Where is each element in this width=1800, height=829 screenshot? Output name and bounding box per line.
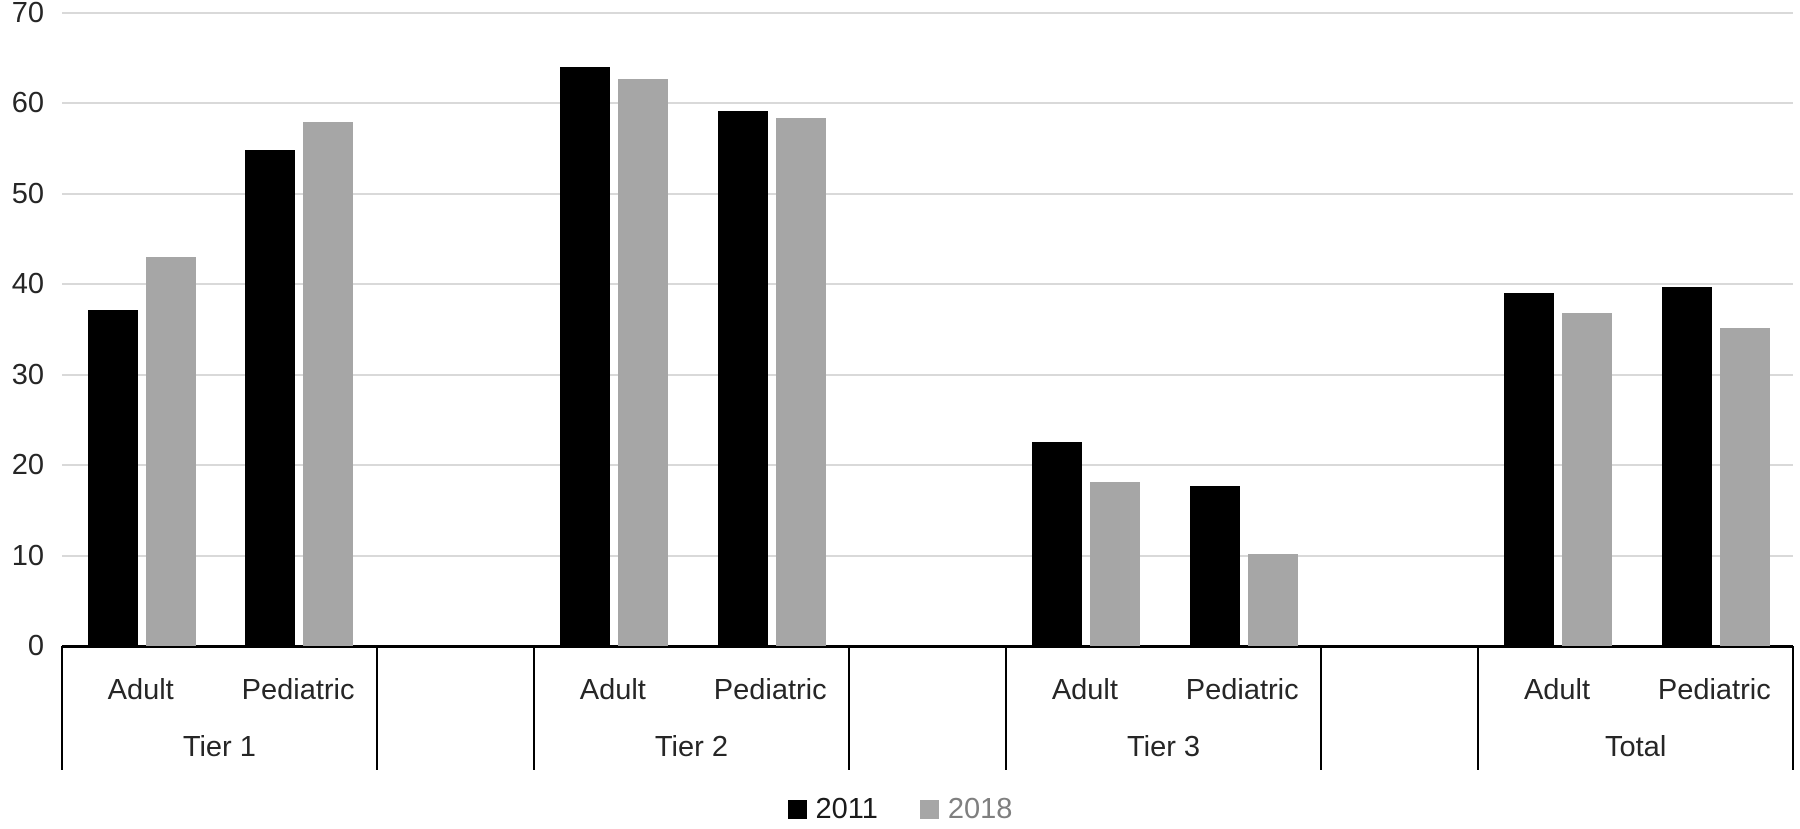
bar-2011-tier-3-adult xyxy=(1032,441,1083,646)
bar-2018-tier-2-pediatric xyxy=(775,117,826,646)
y-axis-tick-label: 10 xyxy=(11,539,44,572)
group-label-total: Total xyxy=(1605,731,1667,763)
x-axis-line xyxy=(62,645,1793,648)
category-label-tier-1-adult: Adult xyxy=(107,674,174,706)
y-axis-tick-label: 40 xyxy=(11,268,44,301)
legend-swatch-2018 xyxy=(919,799,939,819)
category-table-divider xyxy=(375,646,378,770)
bar-2011-tier-2-pediatric xyxy=(717,110,768,646)
y-axis-tick-label: 70 xyxy=(11,0,44,29)
bar-2011-total-adult xyxy=(1504,293,1555,646)
gridline xyxy=(62,464,1793,467)
legend-item-2018: 2018 xyxy=(919,793,1013,825)
category-label-tier-3-adult: Adult xyxy=(1051,674,1118,706)
bar-2011-tier-2-adult xyxy=(560,67,611,646)
bar-2011-total-pediatric xyxy=(1661,287,1712,646)
category-label-tier-1-pediatric: Pediatric xyxy=(241,674,355,706)
category-label-total-pediatric: Pediatric xyxy=(1657,674,1771,706)
bar-2018-tier-2-adult xyxy=(618,79,669,646)
bar-2011-tier-1-adult xyxy=(88,309,138,646)
gridline xyxy=(62,554,1793,557)
bar-2018-tier-1-adult xyxy=(146,257,196,646)
group-label-tier-1: Tier 1 xyxy=(182,731,256,763)
group-label-tier-2: Tier 2 xyxy=(654,731,728,763)
y-axis-tick-label: 50 xyxy=(11,177,44,210)
gridline xyxy=(62,192,1793,195)
category-table-divider xyxy=(847,646,850,770)
y-axis-tick-label: 0 xyxy=(27,630,44,662)
category-table-divider xyxy=(1477,646,1480,770)
category-table-divider xyxy=(1792,646,1794,770)
category-table-divider xyxy=(1319,646,1322,770)
category-table-divider xyxy=(1005,646,1008,770)
bar-2018-tier-3-pediatric xyxy=(1247,553,1298,646)
category-table-divider xyxy=(61,646,63,770)
bar-2018-total-pediatric xyxy=(1719,327,1770,646)
category-label-tier-3-pediatric: Pediatric xyxy=(1185,674,1299,706)
category-label-total-adult: Adult xyxy=(1523,674,1591,706)
category-label-tier-2-pediatric: Pediatric xyxy=(713,674,827,706)
legend-label-2018: 2018 xyxy=(947,793,1013,825)
legend-label-2011: 2011 xyxy=(815,793,878,825)
gridline xyxy=(62,283,1793,286)
y-axis-tick-label: 20 xyxy=(11,449,44,482)
y-axis-tick-label: 60 xyxy=(11,87,44,120)
group-label-tier-3: Tier 3 xyxy=(1127,731,1201,763)
bar-2018-tier-3-adult xyxy=(1090,482,1141,646)
gridline xyxy=(62,102,1793,105)
category-table-divider xyxy=(533,646,536,770)
bar-2018-tier-1-pediatric xyxy=(303,122,354,646)
legend-item-2011: 2011 xyxy=(787,793,878,825)
bar-2011-tier-1-pediatric xyxy=(245,149,296,646)
gridline xyxy=(62,12,1793,14)
bar-2011-tier-3-pediatric xyxy=(1189,485,1240,646)
legend-swatch-2011 xyxy=(787,799,807,819)
bar-2018-total-adult xyxy=(1562,313,1613,646)
y-axis-tick-label: 30 xyxy=(11,358,44,391)
legend: 2011 2018 xyxy=(0,794,1800,824)
gridline xyxy=(62,373,1793,376)
category-label-tier-2-adult: Adult xyxy=(579,674,646,706)
